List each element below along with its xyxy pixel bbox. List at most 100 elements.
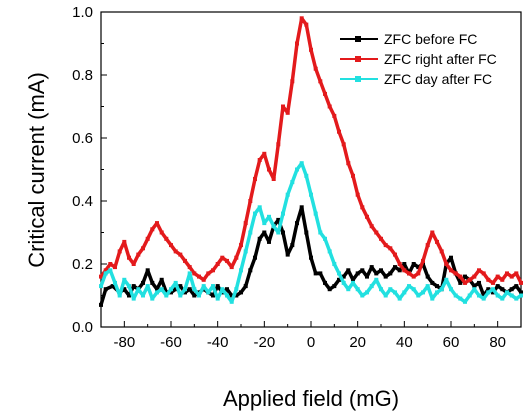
x-tick-label: 80 — [489, 334, 506, 351]
data-point — [402, 268, 407, 273]
data-point — [295, 167, 299, 172]
data-point — [486, 290, 491, 295]
data-point — [430, 280, 435, 285]
data-point — [276, 142, 281, 147]
data-point — [155, 290, 159, 295]
data-point — [122, 239, 127, 244]
data-point — [178, 252, 183, 257]
data-point — [514, 284, 519, 289]
data-point — [425, 284, 430, 289]
data-point — [159, 230, 164, 235]
data-point — [299, 16, 304, 21]
data-point — [411, 274, 416, 279]
data-point — [449, 287, 453, 292]
data-point — [267, 239, 271, 244]
data-point — [360, 293, 365, 298]
data-point — [164, 293, 169, 298]
data-point — [509, 274, 514, 279]
data-point — [477, 293, 481, 298]
data-point — [430, 296, 435, 301]
data-point — [150, 296, 155, 301]
data-point — [215, 296, 220, 301]
data-point — [304, 173, 309, 178]
legend: ZFC before FC ZFC right after FC ZFC day a… — [340, 31, 497, 87]
data-point — [467, 293, 472, 298]
data-point — [519, 290, 523, 295]
y-tick-label: 0.4 — [72, 193, 93, 210]
x-tick-label: 20 — [349, 334, 366, 351]
data-point — [369, 265, 374, 270]
data-point — [145, 268, 150, 273]
data-point — [472, 287, 477, 292]
data-point — [393, 265, 397, 270]
data-point — [486, 287, 491, 292]
data-point — [253, 255, 257, 260]
data-point — [173, 249, 178, 254]
data-point — [122, 287, 127, 292]
data-point — [99, 302, 103, 307]
data-point — [150, 227, 155, 232]
data-point — [281, 104, 285, 109]
x-axis-title: Applied field (mG) — [223, 386, 399, 411]
data-point — [290, 180, 295, 185]
data-point — [332, 284, 337, 289]
data-point — [299, 205, 304, 210]
data-point — [472, 274, 477, 279]
x-tick-label: 60 — [443, 334, 460, 351]
legend-swatch-marker — [355, 56, 361, 62]
data-point — [337, 129, 341, 134]
data-point — [407, 271, 411, 276]
data-point — [178, 284, 183, 289]
data-point — [285, 252, 290, 257]
data-point — [127, 284, 131, 289]
data-point — [276, 230, 281, 235]
data-point — [416, 293, 421, 298]
legend-label: ZFC day after FC — [384, 71, 492, 87]
data-point — [505, 290, 509, 295]
data-point — [351, 280, 355, 285]
data-point — [99, 284, 103, 289]
data-point — [131, 296, 136, 301]
data-point — [514, 296, 519, 301]
data-point — [365, 290, 369, 295]
data-point — [383, 293, 388, 298]
data-point — [234, 255, 239, 260]
data-point — [257, 205, 262, 210]
data-point — [337, 271, 341, 276]
data-point — [262, 221, 267, 226]
data-point — [374, 230, 379, 235]
data-point — [267, 214, 271, 219]
data-point — [360, 205, 365, 210]
data-point — [491, 290, 495, 295]
data-point — [159, 287, 164, 292]
series-1 — [99, 205, 523, 307]
data-point — [458, 280, 463, 285]
data-point — [108, 268, 113, 273]
data-point — [103, 271, 108, 276]
data-point — [276, 217, 281, 222]
data-point — [519, 293, 523, 298]
data-point — [374, 271, 379, 276]
series-layer — [99, 16, 523, 307]
data-point — [257, 236, 262, 241]
legend-label: ZFC before FC — [384, 31, 477, 47]
x-tick-label: -80 — [113, 334, 135, 351]
data-point — [477, 280, 481, 285]
data-point — [141, 246, 145, 251]
data-point — [327, 104, 332, 109]
x-tick-label: -40 — [207, 334, 229, 351]
data-point — [491, 280, 495, 285]
data-point — [463, 274, 467, 279]
data-point — [388, 271, 393, 276]
data-point — [271, 177, 276, 181]
data-point — [262, 230, 267, 235]
data-point — [225, 287, 229, 292]
data-point — [449, 268, 453, 273]
data-point — [397, 262, 402, 266]
data-point — [407, 284, 411, 289]
data-point — [472, 284, 477, 289]
data-point — [229, 299, 234, 304]
data-point — [374, 277, 379, 282]
data-point — [131, 284, 136, 289]
